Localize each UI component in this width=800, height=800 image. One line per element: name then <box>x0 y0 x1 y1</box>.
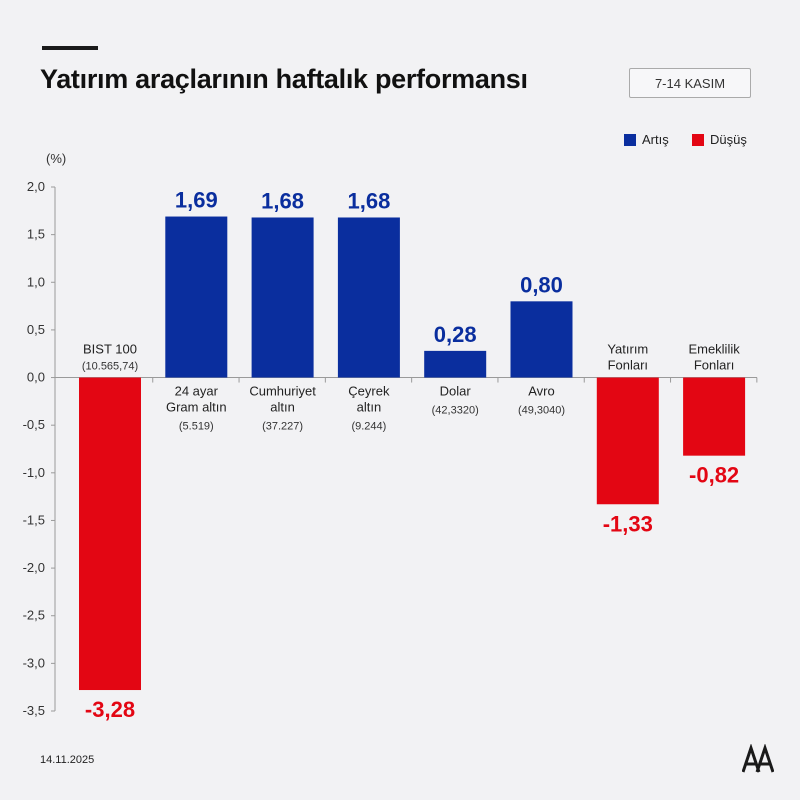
data-label: 0,80 <box>520 272 563 297</box>
category-label: BIST 100 <box>83 342 137 357</box>
date-range-badge: 7-14 KASIM <box>629 68 751 98</box>
category-label: Fonları <box>694 358 734 373</box>
category-label: Gram altın <box>166 400 227 415</box>
y-tick-label: 2,0 <box>27 179 45 194</box>
chart-title: Yatırım araçlarının haftalık performansı <box>40 64 528 94</box>
legend-up-swatch <box>624 133 636 146</box>
category-label: altın <box>270 400 295 415</box>
data-label: -3,28 <box>85 697 135 722</box>
category-label: Avro <box>528 384 555 399</box>
y-tick-label: -3,0 <box>23 655 45 670</box>
category-label: altın <box>357 400 382 415</box>
y-tick-label: 0,5 <box>27 322 45 337</box>
category-label: Çeyrek <box>348 384 390 399</box>
data-label: 1,69 <box>175 188 218 213</box>
category-label: 24 ayar <box>175 384 219 399</box>
bar <box>79 377 141 691</box>
bar <box>424 350 487 378</box>
bar <box>683 377 746 456</box>
category-sublabel: (9.244) <box>351 421 386 433</box>
data-label: 1,68 <box>261 188 304 213</box>
data-label: 1,68 <box>347 188 390 213</box>
legend-up-label: Artış <box>642 132 669 147</box>
y-tick-label: -0,5 <box>23 417 45 432</box>
category-sublabel: (37.227) <box>262 421 303 433</box>
category-label: Cumhuriyet <box>249 384 316 399</box>
category-label: Fonları <box>608 358 648 373</box>
category-sublabel: (5.519) <box>179 421 214 433</box>
category-sublabel: (10.565,74) <box>82 361 138 373</box>
category-label: Emeklilik <box>688 342 740 357</box>
legend-down-label: Düşüş <box>710 132 747 147</box>
y-tick-label: -1,5 <box>23 512 45 527</box>
title-accent-bar <box>42 46 98 50</box>
bar <box>510 301 573 378</box>
legend-up: Artış <box>624 132 669 147</box>
category-sublabel: (42,3320) <box>432 405 479 417</box>
y-tick-label: 1,0 <box>27 274 45 289</box>
category-label: Yatırım <box>607 342 648 357</box>
y-tick-label: -3,5 <box>23 703 45 718</box>
footer-date: 14.11.2025 <box>40 754 95 766</box>
y-tick-label: -2,5 <box>23 608 45 623</box>
y-axis-unit: (%) <box>46 151 67 166</box>
bar <box>165 216 228 378</box>
y-tick-label: 1,5 <box>27 227 45 242</box>
category-sublabel: (49,3040) <box>518 405 565 417</box>
aa-logo-icon <box>742 744 774 773</box>
data-label: 0,28 <box>434 322 477 347</box>
legend-down: Düşüş <box>692 132 747 147</box>
bar <box>337 217 400 378</box>
bar <box>251 217 314 378</box>
data-label: -0,82 <box>689 463 739 488</box>
y-tick-label: -2,0 <box>23 560 45 575</box>
legend-down-swatch <box>692 133 704 146</box>
data-label: -1,33 <box>603 511 653 536</box>
category-label: Dolar <box>440 384 472 399</box>
y-tick-label: 0,0 <box>27 370 45 385</box>
bar <box>596 377 659 505</box>
y-tick-label: -1,0 <box>23 465 45 480</box>
